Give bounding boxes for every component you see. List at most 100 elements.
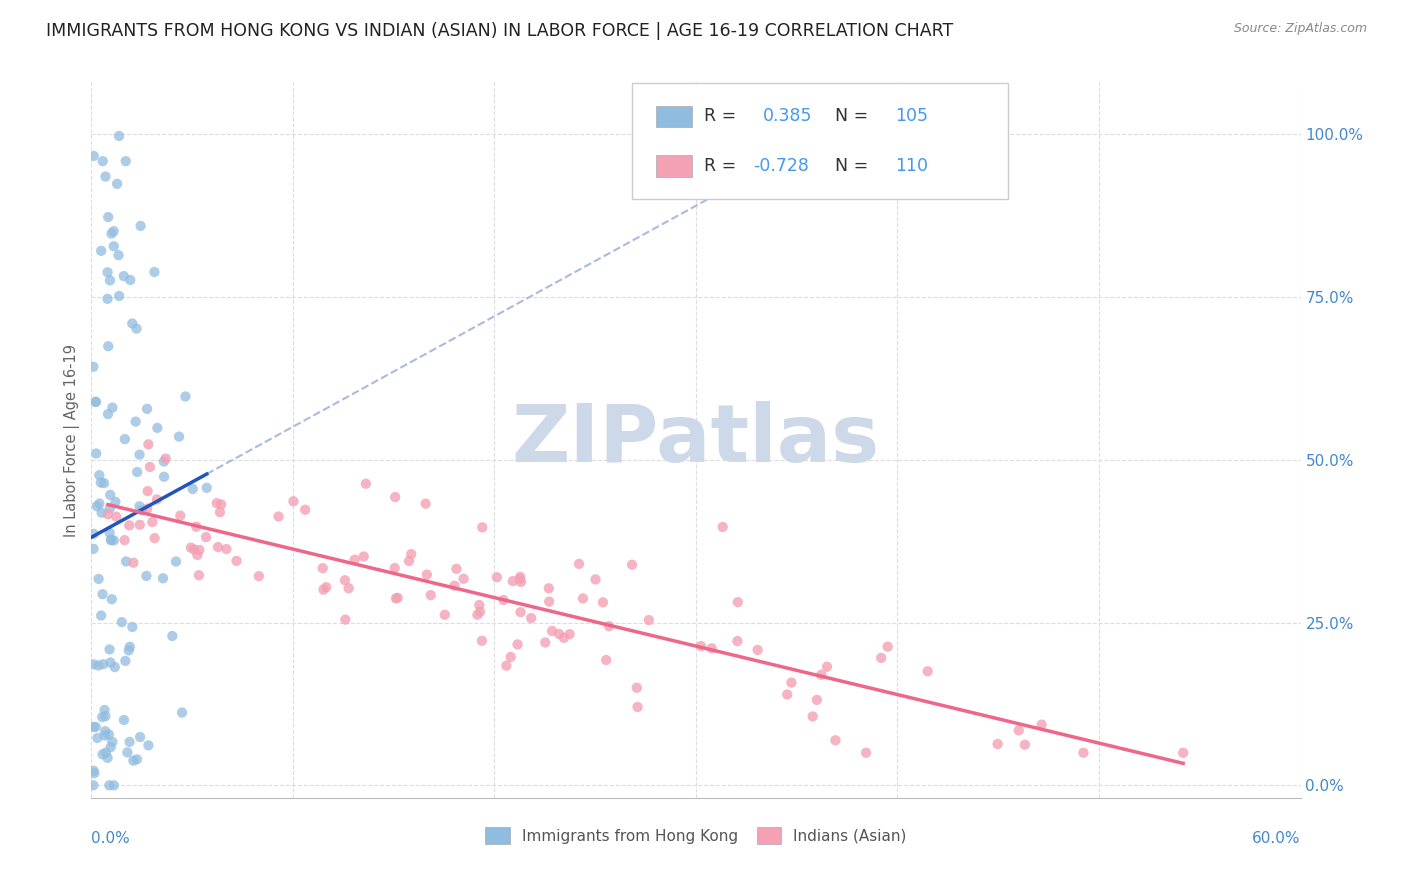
Point <box>128 500 150 514</box>
Point <box>90 475 112 490</box>
Point <box>104 495 127 509</box>
Point <box>115 554 138 568</box>
Point <box>143 265 166 279</box>
Point <box>385 591 408 606</box>
Point <box>103 778 125 792</box>
Point <box>558 627 581 641</box>
Point <box>128 517 150 532</box>
Text: ZIPatlas: ZIPatlas <box>512 401 880 479</box>
Point <box>485 570 508 584</box>
Point <box>114 432 136 446</box>
Point <box>83 527 105 541</box>
Point <box>209 497 232 511</box>
Point <box>419 588 441 602</box>
Point <box>499 650 522 665</box>
Point <box>1173 746 1195 760</box>
Point <box>195 530 218 544</box>
Point <box>468 598 491 612</box>
Point <box>207 540 229 554</box>
Point <box>90 608 112 623</box>
Point <box>343 552 366 566</box>
Text: N =: N = <box>835 157 873 175</box>
Point <box>91 747 114 762</box>
Point <box>208 505 231 519</box>
Point <box>84 720 107 734</box>
Point <box>621 558 644 572</box>
Point <box>353 549 375 564</box>
Point <box>155 451 177 466</box>
Point <box>84 395 107 409</box>
Point <box>520 611 543 625</box>
Point <box>806 693 828 707</box>
Point <box>97 407 120 421</box>
Text: 60.0%: 60.0% <box>1253 830 1301 846</box>
Point <box>146 492 169 507</box>
Point <box>183 542 205 557</box>
Point <box>186 548 208 562</box>
Point <box>91 657 114 672</box>
Text: Source: ZipAtlas.com: Source: ZipAtlas.com <box>1233 22 1367 36</box>
Point <box>125 321 148 335</box>
Point <box>195 481 218 495</box>
Point <box>87 658 110 673</box>
Point <box>398 554 420 568</box>
Point <box>114 154 136 169</box>
Point <box>1073 746 1095 760</box>
Point <box>103 224 125 238</box>
Point <box>637 613 659 627</box>
Point <box>294 502 316 516</box>
Point <box>136 401 159 416</box>
Point <box>100 227 122 241</box>
Point <box>855 746 877 760</box>
Point <box>509 572 531 586</box>
Point <box>537 582 560 596</box>
Point <box>446 562 468 576</box>
Point <box>471 633 494 648</box>
Point <box>188 543 211 558</box>
Point <box>553 631 575 645</box>
Point <box>747 643 769 657</box>
Point <box>801 709 824 723</box>
Point <box>509 570 531 584</box>
Point <box>105 509 128 524</box>
Point <box>312 582 335 597</box>
Point <box>143 531 166 545</box>
Point <box>98 501 121 516</box>
Point <box>138 739 160 753</box>
Point <box>120 273 142 287</box>
Point <box>105 177 128 191</box>
Point <box>124 415 146 429</box>
Point <box>127 465 149 479</box>
Point <box>129 219 152 233</box>
Point <box>443 579 465 593</box>
Point <box>93 729 115 743</box>
Point <box>131 503 153 517</box>
Point <box>711 520 734 534</box>
Point <box>870 651 893 665</box>
Point <box>399 547 422 561</box>
Point <box>97 339 120 353</box>
Point <box>467 607 489 622</box>
Point <box>572 591 595 606</box>
Point <box>96 292 118 306</box>
Point <box>215 542 238 557</box>
Point <box>82 778 104 792</box>
Text: 0.385: 0.385 <box>762 107 813 126</box>
Point <box>433 607 456 622</box>
Point <box>335 613 357 627</box>
Point <box>98 778 121 792</box>
Point <box>112 269 135 284</box>
Point <box>83 149 105 163</box>
Point <box>82 541 104 556</box>
Point <box>100 740 122 755</box>
Point <box>87 572 110 586</box>
Point <box>541 624 564 638</box>
Point <box>129 730 152 744</box>
Point <box>568 557 591 571</box>
Point <box>122 556 145 570</box>
Point <box>510 574 533 589</box>
Point <box>118 518 141 533</box>
Point <box>725 634 748 648</box>
Point <box>727 595 749 609</box>
Point <box>585 573 607 587</box>
